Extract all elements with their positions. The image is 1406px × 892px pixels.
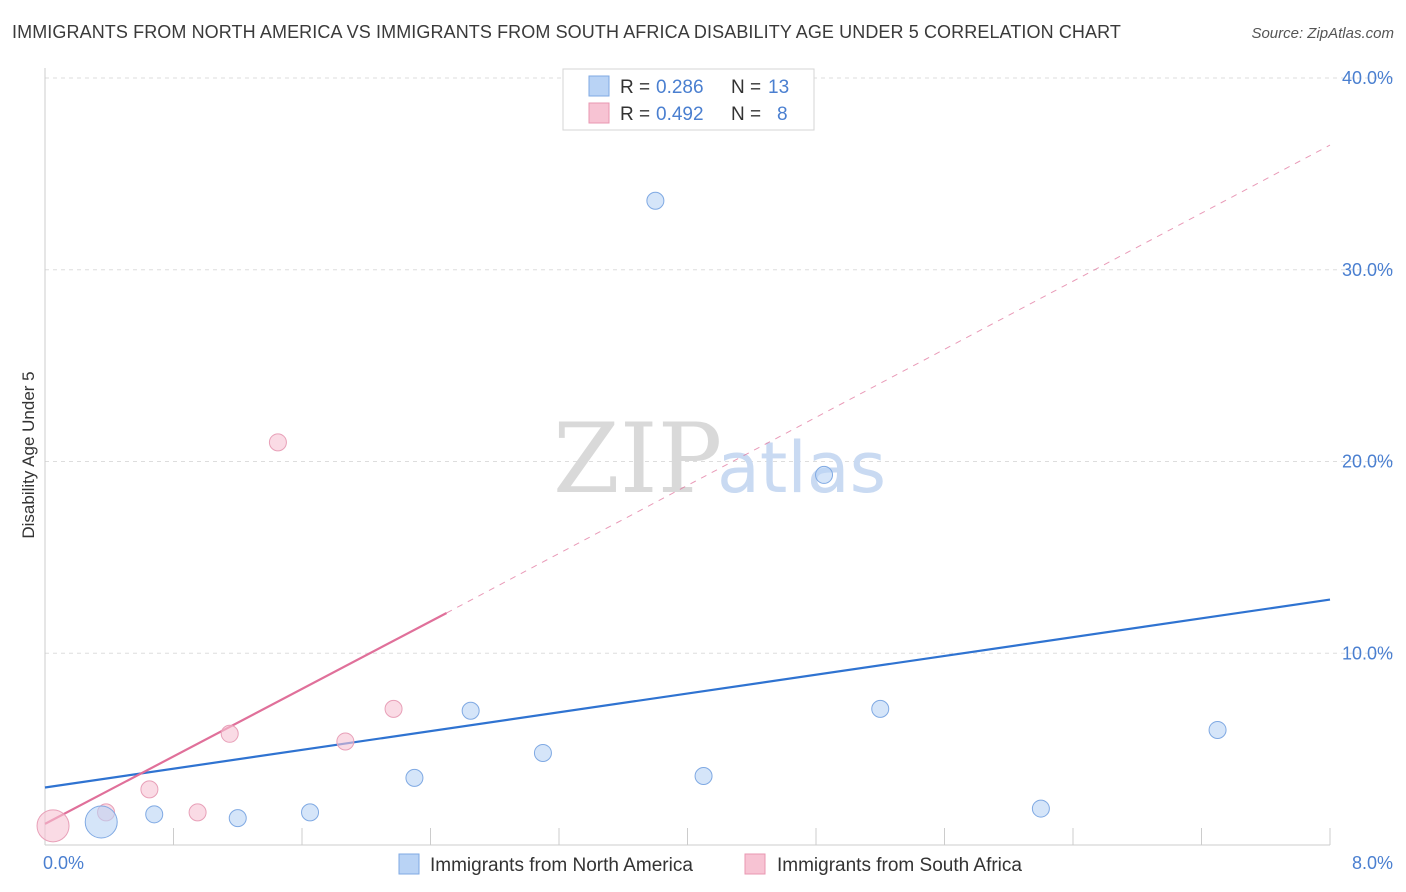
legend-r-value-1: 0.286 xyxy=(656,77,704,98)
point-north-america-6 xyxy=(533,743,552,762)
bottom-legend-swatch-north-america xyxy=(398,853,420,875)
point-north-america-11 xyxy=(1031,799,1050,818)
trend-lines xyxy=(44,144,1331,825)
x-tick-label-max: 8.0% xyxy=(1352,853,1393,873)
bottom-legend-swatch-south-africa xyxy=(744,853,766,875)
y-tick-label-10: 10.0% xyxy=(1342,643,1393,663)
y-tick-labels: 10.0% 20.0% 30.0% 40.0% xyxy=(1342,68,1393,663)
point-south-africa-4 xyxy=(220,724,239,743)
legend-n-value-2: 8 xyxy=(777,104,788,125)
legend-swatch-south-africa xyxy=(588,102,610,124)
x-ticks xyxy=(173,828,1331,845)
legend-box: R = 0.286 N = 13 R = 0.492 N = 8 xyxy=(562,68,815,131)
bottom-legend-label-south-africa: Immigrants from South Africa xyxy=(777,855,1022,876)
point-north-america-1 xyxy=(145,805,164,824)
legend-n-label-2: N = xyxy=(731,104,761,125)
y-tick-label-30: 30.0% xyxy=(1342,260,1393,280)
point-north-america-3 xyxy=(301,803,320,822)
point-north-america-7 xyxy=(646,191,665,210)
x-tick-label-min: 0.0% xyxy=(43,853,84,873)
x-tick-labels: 0.0% 8.0% xyxy=(43,853,1393,873)
point-south-africa-7 xyxy=(384,699,403,718)
grid-lines xyxy=(45,77,1395,654)
legend-swatch-north-america xyxy=(588,75,610,97)
point-north-america-2 xyxy=(228,809,247,828)
point-south-africa-3 xyxy=(188,803,207,822)
watermark-atlas: atlas xyxy=(717,427,886,509)
point-north-america-5 xyxy=(461,701,480,720)
legend-r-label-1: R = xyxy=(620,77,650,98)
point-north-america-9 xyxy=(815,465,834,484)
point-north-america-10 xyxy=(871,699,890,718)
bottom-legend: Immigrants from North America Immigrants… xyxy=(398,853,1022,876)
point-north-america-12 xyxy=(1208,720,1227,739)
chart-title: IMMIGRANTS FROM NORTH AMERICA VS IMMIGRA… xyxy=(12,22,1121,42)
trend-extension-south-africa xyxy=(446,144,1331,614)
trend-line-north-america xyxy=(44,598,1331,789)
point-north-america-0 xyxy=(84,805,118,839)
data-points xyxy=(36,191,1227,843)
point-south-africa-2 xyxy=(140,780,159,799)
y-tick-label-20: 20.0% xyxy=(1342,452,1393,472)
legend-r-label-2: R = xyxy=(620,104,650,125)
point-north-america-8 xyxy=(694,766,713,785)
trend-line-south-africa xyxy=(44,612,448,825)
bottom-legend-label-north-america: Immigrants from North America xyxy=(430,855,693,876)
source-label: Source: ZipAtlas.com xyxy=(1251,25,1394,42)
point-south-africa-5 xyxy=(268,433,287,452)
point-south-africa-0 xyxy=(36,809,70,843)
point-south-africa-6 xyxy=(336,732,355,751)
legend-n-label-1: N = xyxy=(731,77,761,98)
point-north-america-4 xyxy=(405,768,424,787)
legend-n-value-1: 13 xyxy=(768,77,789,98)
legend-r-value-2: 0.492 xyxy=(656,104,704,125)
y-axis-label: Disability Age Under 5 xyxy=(19,371,38,538)
watermark: ZIP atlas xyxy=(553,403,886,515)
y-tick-label-40: 40.0% xyxy=(1342,68,1393,88)
watermark-zip: ZIP xyxy=(553,403,722,515)
